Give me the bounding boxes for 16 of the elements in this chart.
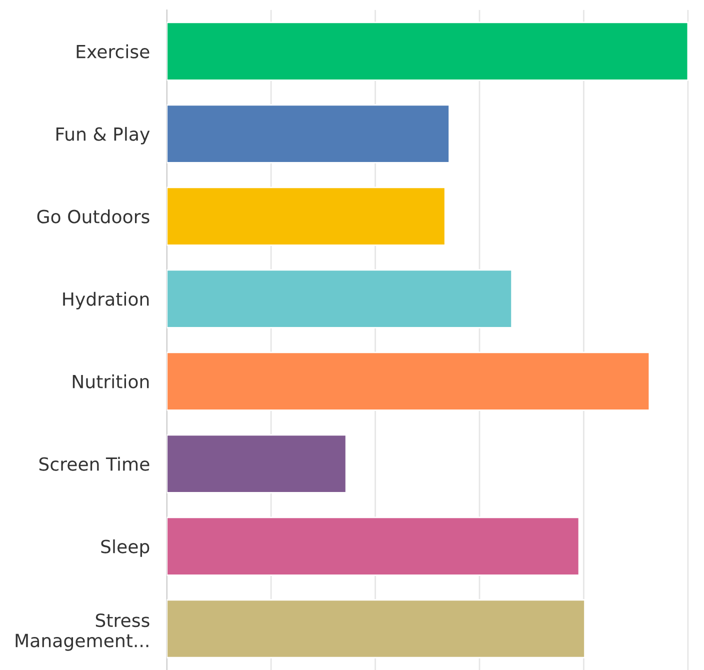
bar: [166, 599, 586, 658]
y-tick-label: Nutrition: [72, 374, 149, 388]
bar: [166, 434, 347, 494]
bar: [166, 269, 513, 328]
bar: [166, 352, 650, 411]
bar: [166, 516, 580, 576]
y-tick-label: Sleep: [101, 539, 150, 557]
y-tick-label: Go Outdoors: [37, 209, 150, 224]
y-tick-label: Screen Time: [39, 456, 150, 471]
bar: [166, 104, 450, 164]
y-tick-label: Stress Management...: [16, 613, 150, 651]
y-tick-label: Exercise: [76, 44, 150, 58]
y-tick-label: Hydration: [63, 292, 149, 310]
bar: [166, 22, 689, 81]
y-tick-label: Fun & Play: [56, 126, 150, 144]
bar: [166, 186, 446, 246]
